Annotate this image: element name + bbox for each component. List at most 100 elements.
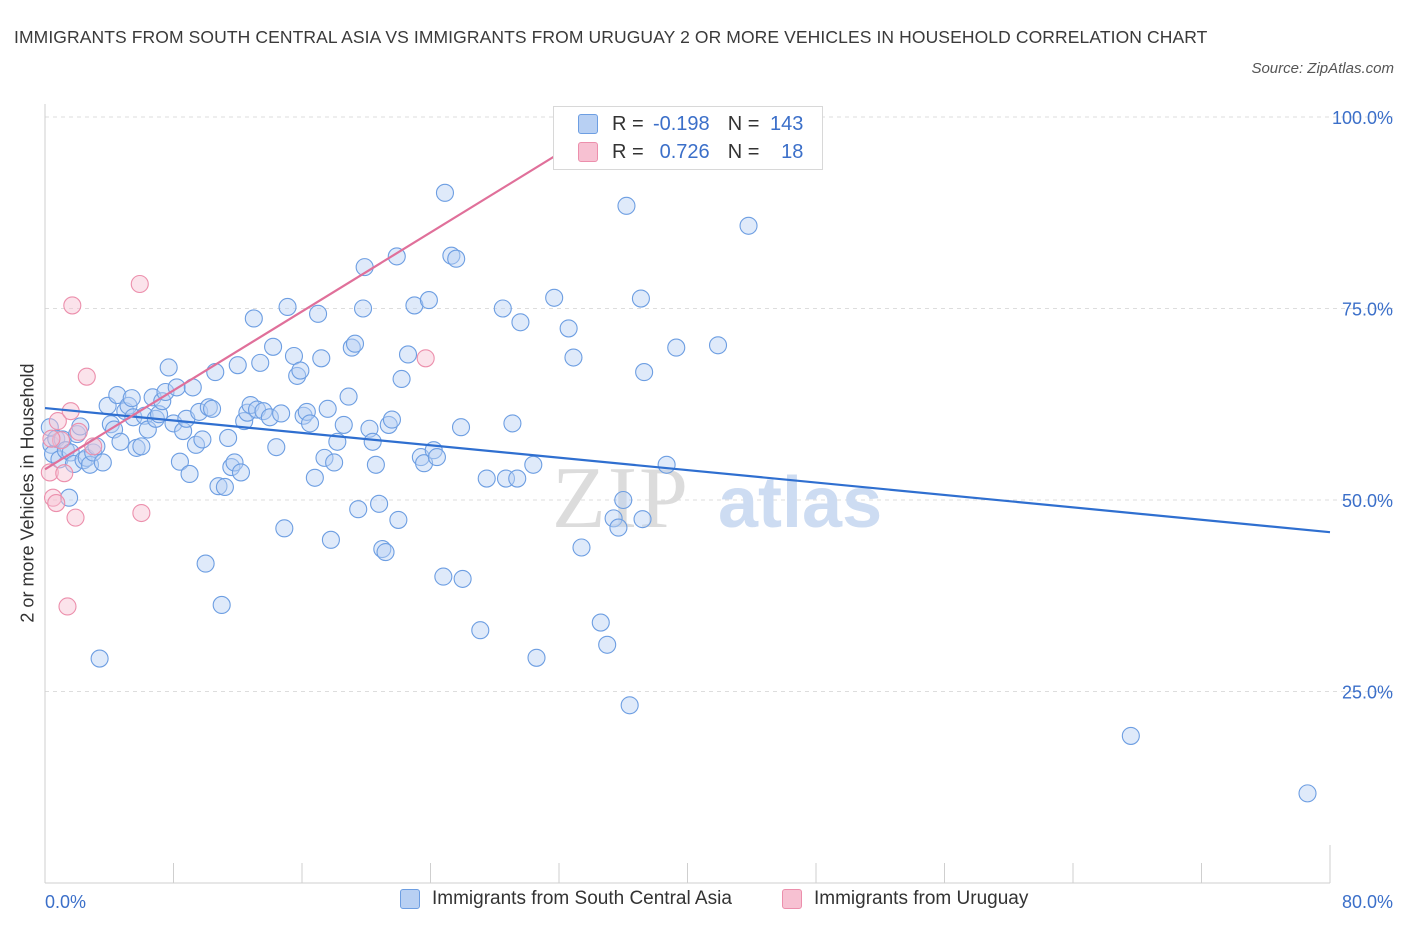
data-point xyxy=(288,366,307,385)
data-point xyxy=(598,635,617,654)
legend-swatch-pink xyxy=(578,142,598,162)
data-point xyxy=(318,399,337,418)
legend-label: Immigrants from South Central Asia xyxy=(432,888,732,909)
data-point xyxy=(363,432,382,451)
data-point xyxy=(225,453,244,472)
data-point xyxy=(291,361,310,380)
data-point xyxy=(609,518,628,537)
data-point xyxy=(434,567,453,586)
y-tick-label: 100.0% xyxy=(1332,108,1393,128)
data-point xyxy=(206,363,225,382)
data-point xyxy=(471,621,490,640)
data-point xyxy=(382,410,402,429)
legend-n-label: N = xyxy=(727,112,760,135)
data-point xyxy=(349,500,368,519)
trend-line-uruguay xyxy=(44,116,620,471)
legend-r-value: -0.198 xyxy=(652,112,710,135)
trend-line-south-central-asia xyxy=(44,406,1331,534)
data-point xyxy=(203,399,222,418)
data-point xyxy=(708,336,728,355)
data-point xyxy=(108,386,127,405)
data-point xyxy=(614,490,633,510)
legend-r-value: 0.726 xyxy=(659,140,710,163)
data-point xyxy=(508,469,527,488)
data-point xyxy=(477,469,496,488)
data-point xyxy=(74,451,93,470)
data-point xyxy=(278,297,297,317)
legend-swatch-pink xyxy=(782,889,802,909)
data-point xyxy=(339,387,358,406)
legend-row-pink: R = 0.726 N = 18 xyxy=(578,138,803,166)
gridlines xyxy=(45,116,1393,692)
data-point xyxy=(196,554,215,573)
y-axis-label: 2 or more Vehicles in Household xyxy=(17,363,38,623)
data-point xyxy=(451,418,471,437)
data-point xyxy=(739,216,758,235)
legend-swatch-blue xyxy=(578,114,598,134)
data-point xyxy=(379,415,398,434)
data-point xyxy=(122,389,141,408)
data-point xyxy=(132,437,151,456)
data-point xyxy=(442,246,461,265)
data-point xyxy=(667,338,686,357)
data-point xyxy=(309,304,328,323)
data-point xyxy=(244,309,263,328)
watermark-zip: ZIP xyxy=(552,450,690,547)
data-point xyxy=(231,463,251,482)
data-point xyxy=(1121,726,1140,745)
y-tick-label: 25.0% xyxy=(1342,683,1393,703)
data-point xyxy=(559,319,578,338)
data-point xyxy=(370,494,389,513)
data-point xyxy=(447,249,466,268)
x-tick-label: 80.0% xyxy=(1342,892,1393,912)
data-point xyxy=(435,183,455,202)
data-point xyxy=(90,649,109,668)
legend-item-uruguay: Immigrants from Uruguay xyxy=(782,888,1028,910)
data-point xyxy=(170,452,189,471)
data-point xyxy=(572,538,591,557)
data-point xyxy=(631,289,650,308)
data-point xyxy=(392,369,411,389)
data-point xyxy=(527,648,546,667)
watermark: ZIP atlas xyxy=(552,450,882,547)
data-point xyxy=(453,569,472,588)
data-point xyxy=(193,430,212,449)
legend-row-blue: R = -0.198 N = 143 xyxy=(578,110,803,138)
data-point xyxy=(419,291,438,310)
data-point xyxy=(633,510,652,529)
data-point xyxy=(635,363,654,382)
data-point xyxy=(199,398,218,417)
series-legend: Immigrants from South Central Asia Immig… xyxy=(0,888,1406,916)
legend-n-value: 143 xyxy=(770,112,804,135)
series-south-central-asia xyxy=(40,183,1317,803)
data-point xyxy=(55,464,74,483)
data-point xyxy=(93,453,112,472)
data-point xyxy=(373,539,392,559)
data-point xyxy=(260,408,279,427)
legend-label: Immigrants from Uruguay xyxy=(814,888,1029,909)
data-point xyxy=(63,296,82,315)
legend-swatch-blue xyxy=(400,889,420,909)
data-point xyxy=(511,313,530,332)
trend-lines xyxy=(44,116,1331,534)
data-point xyxy=(228,356,247,375)
legend-r-label: R = xyxy=(612,112,644,135)
data-point xyxy=(345,334,365,353)
data-point xyxy=(251,353,270,372)
source-label: Source: ZipAtlas.com xyxy=(1251,60,1394,77)
data-point xyxy=(604,509,623,528)
data-point xyxy=(58,597,77,616)
data-point xyxy=(156,382,175,402)
correlation-legend: R = -0.198 N = 143 R = 0.726 N = 18 xyxy=(553,106,823,170)
data-point xyxy=(297,402,316,421)
data-point xyxy=(267,438,286,457)
data-point xyxy=(325,453,344,472)
data-point xyxy=(493,299,512,318)
data-point xyxy=(389,510,408,529)
tick-labels: 25.0% 50.0% 75.0% 100.0% 0.0% 80.0% xyxy=(45,108,1393,912)
data-point xyxy=(376,543,395,562)
data-point xyxy=(111,432,130,451)
data-point xyxy=(315,448,334,467)
data-point xyxy=(52,431,71,450)
data-point xyxy=(366,455,385,474)
